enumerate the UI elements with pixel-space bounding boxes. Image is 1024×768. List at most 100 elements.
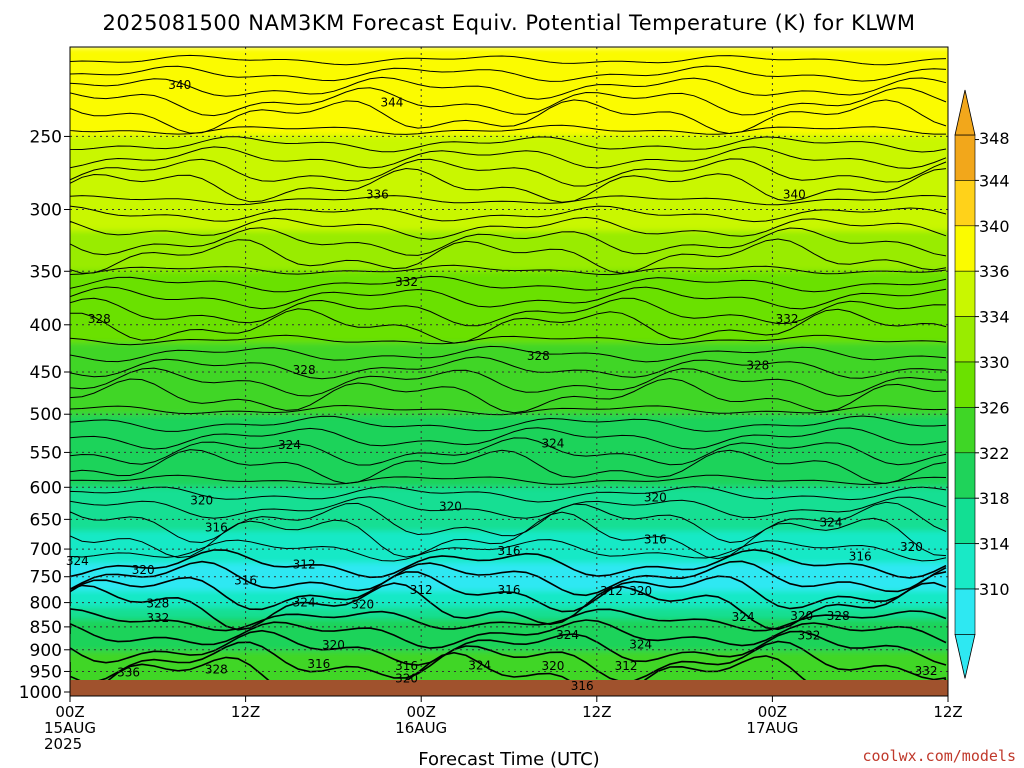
contour-label: 324 [556,628,579,642]
theta-band [70,571,948,576]
theta-band [70,171,948,176]
theta-band [70,135,948,140]
contour-label: 328 [293,363,316,377]
y-tick-label: 400 [30,316,62,336]
theta-band [70,575,948,580]
contour-label: 324 [732,610,755,624]
theta-band [70,523,948,528]
theta-band [70,159,948,164]
theta-band [70,599,948,604]
theta-band [70,183,948,188]
theta-band [70,299,948,304]
y-tick-label: 650 [30,510,62,530]
x-tick-label: 15AUG [44,719,96,737]
theta-band [70,643,948,648]
theta-band [70,435,948,440]
theta-band [70,535,948,540]
theta-band [70,371,948,376]
theta-band [70,279,948,284]
contour-label: 332 [798,628,821,642]
theta-band [70,559,948,564]
contour-label: 312 [600,584,623,598]
colorbar-tick-label: 330 [979,353,1010,372]
theta-band [70,75,948,80]
theta-band [70,447,948,452]
contour-line [70,297,947,327]
theta-band [70,79,948,84]
theta-band [70,219,948,224]
contour-label: 324 [629,637,652,651]
contour-line [70,167,947,203]
theta-band [70,107,948,112]
theta-band [70,423,948,428]
theta-band [70,131,948,136]
y-tick-label: 450 [30,363,62,383]
y-tick-label: 750 [30,568,62,588]
theta-band [70,103,948,108]
theta-band [70,307,948,312]
colorbar-swatch [954,497,976,544]
theta-band [70,311,948,316]
theta-band [70,267,948,272]
theta-band [70,167,948,172]
theta-band [70,287,948,292]
theta-band [70,439,948,444]
theta-band [70,239,948,244]
theta-band [70,187,948,192]
theta-band [70,175,948,180]
theta-band [70,579,948,584]
theta-band [70,271,948,276]
contour-label: 320 [644,491,667,505]
contour-line [70,345,947,363]
theta-band [70,563,948,568]
theta-band [70,499,948,504]
theta-band [70,555,948,560]
contour-line [70,286,947,310]
theta-band [70,487,948,492]
theta-band [70,511,948,516]
contour-line [70,377,947,414]
theta-band [70,615,948,620]
contour-label: 332 [395,275,418,289]
colorbar-swatch [954,270,976,317]
colorbar-top-arrow [954,89,976,136]
theta-band [70,303,948,308]
contour-line [70,437,947,466]
contour-line [70,608,947,632]
theta-band [70,63,948,68]
theta-band [70,387,948,392]
contour-line [70,619,947,649]
theta-band [70,367,948,372]
theta-band [70,339,948,344]
theta-band [70,463,948,468]
colorbar-bottom-arrow [954,634,976,679]
colorbar-tick-label: 344 [979,171,1010,190]
theta-band [70,519,948,524]
contour-label: 324 [293,596,316,610]
theta-band [70,67,948,72]
theta-band [70,115,948,120]
theta-band [70,623,948,628]
x-tick-label: 00Z [55,703,84,721]
theta-band [70,291,948,296]
contour-line [70,629,947,666]
colorbar-swatch [954,225,976,272]
y-tick-label: 250 [30,127,62,147]
y-tick-label: 300 [30,200,62,220]
contour-line [70,415,947,432]
colorbar-tick-label: 322 [979,444,1010,463]
theta-band [70,111,948,116]
contour-label: 320 [190,493,213,507]
contour-label: 328 [146,597,169,611]
contour-label: 328 [746,358,769,372]
chart-title: 2025081500 NAM3KM Forecast Equiv. Potent… [102,11,915,35]
theta-band [70,671,948,676]
contour-label: 328 [205,663,228,677]
theta-band [70,351,948,356]
theta-band [70,147,948,152]
theta-band [70,539,948,544]
y-tick-label: 850 [30,618,62,638]
contour-label: 320 [395,672,418,686]
theta-band [70,531,948,536]
